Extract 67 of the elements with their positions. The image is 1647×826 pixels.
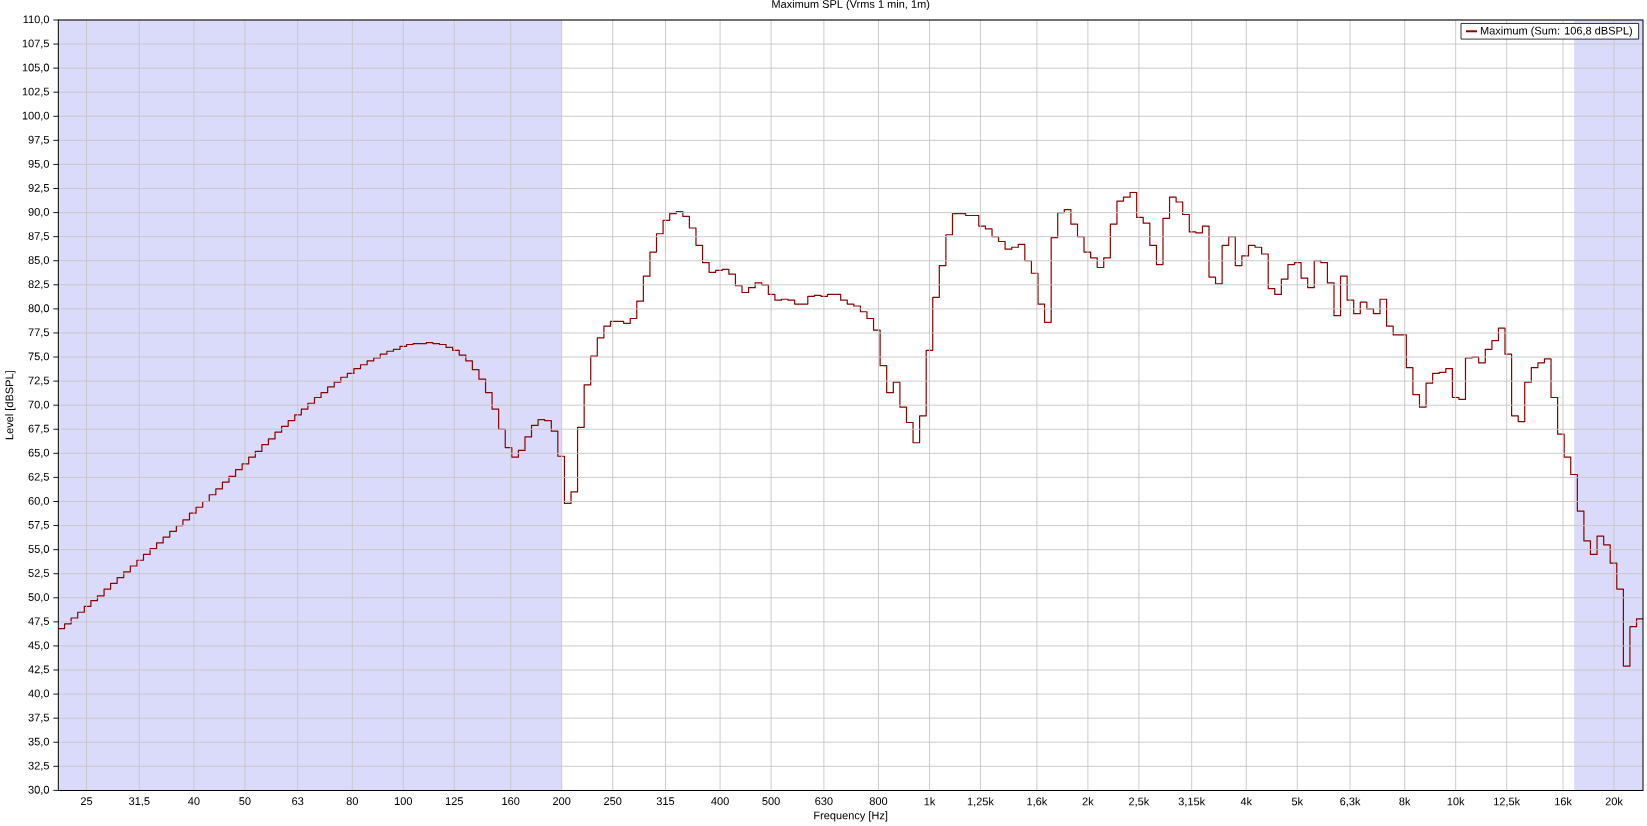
y-tick-label: 107,5 (22, 39, 49, 49)
y-axis-title: Level [dBSPL] (5, 371, 16, 440)
chart-title: Maximum SPL (Vrms 1 min, 1m) (772, 0, 930, 11)
x-tick-label: 250 (604, 797, 622, 806)
x-tick-label: 50 (239, 797, 251, 806)
y-tick-label: 85,0 (28, 256, 50, 266)
x-tick-label: 1,6k (1027, 797, 1048, 807)
y-tick-label: 102,5 (22, 87, 49, 97)
x-tick-label: 16k (1555, 797, 1572, 806)
y-tick-label: 57,5 (28, 521, 49, 531)
x-tick-label: 20k (1605, 797, 1623, 806)
x-tick-label: 500 (762, 797, 780, 806)
x-tick-label: 800 (869, 797, 888, 806)
y-tick-label: 37,5 (28, 713, 49, 723)
x-tick-label: 125 (445, 797, 463, 806)
x-tick-label: 80 (346, 797, 358, 806)
x-tick-label: 12,5k (1494, 797, 1521, 807)
y-tick-label: 42,5 (28, 665, 49, 675)
y-tick-label: 95,0 (28, 159, 50, 169)
x-tick-label: 400 (711, 797, 729, 806)
y-tick-label: 55,0 (28, 545, 50, 555)
y-tick-label: 100,0 (22, 111, 50, 121)
x-tick-label: 200 (553, 797, 571, 806)
y-tick-label: 45,0 (28, 641, 50, 651)
x-axis-title: Frequency [Hz] (814, 811, 888, 822)
y-tick-label: 67,5 (28, 424, 49, 434)
y-tick-label: 87,5 (28, 232, 49, 242)
y-tick-label: 75,0 (28, 352, 50, 362)
x-tick-label: 10k (1447, 797, 1465, 806)
y-tick-label: 80,0 (28, 304, 50, 314)
x-tick-label: 100 (394, 797, 413, 806)
x-tick-label: 31,5 (129, 797, 150, 807)
y-tick-label: 82,5 (28, 280, 49, 290)
x-tick-label: 40 (188, 797, 200, 806)
y-tick-label: 52,5 (28, 569, 49, 579)
x-tick-label: 2k (1082, 797, 1094, 806)
x-tick-label: 3,15k (1178, 797, 1206, 807)
x-tick-label: 25 (80, 797, 93, 806)
y-tick-label: 62,5 (28, 472, 49, 482)
y-tick-label: 77,5 (28, 328, 49, 338)
x-tick-label: 315 (656, 797, 675, 806)
x-tick-label: 4k (1240, 797, 1253, 806)
y-tick-label: 47,5 (28, 617, 49, 627)
y-tick-label: 110,0 (23, 15, 50, 25)
x-tick-label: 630 (815, 797, 833, 806)
y-tick-label: 70,0 (28, 400, 50, 410)
x-tick-label: 2,5k (1129, 797, 1150, 807)
x-tick-label: 63 (292, 797, 304, 806)
y-tick-label: 92,5 (28, 183, 49, 194)
legend-label: Maximum (Sum: 106,8 dBSPL) (1480, 26, 1632, 37)
y-tick-label: 30,0 (28, 785, 50, 795)
y-tick-label: 32,5 (28, 761, 49, 771)
x-tick-label: 8k (1399, 797, 1411, 806)
y-tick-label: 97,5 (28, 135, 49, 145)
y-tick-label: 90,0 (28, 208, 50, 218)
y-tick-label: 105,0 (22, 63, 50, 73)
y-tick-label: 40,0 (28, 689, 50, 699)
x-tick-label: 1,25k (967, 797, 994, 807)
x-tick-label: 1k (924, 797, 936, 806)
x-tick-label: 160 (502, 797, 520, 806)
y-tick-label: 50,0 (28, 593, 50, 603)
y-tick-label: 60,0 (28, 496, 50, 507)
y-tick-label: 72,5 (28, 376, 49, 386)
y-tick-label: 65,0 (28, 448, 50, 458)
x-tick-label: 6,3k (1340, 797, 1361, 807)
x-tick-label: 5k (1291, 797, 1304, 806)
y-tick-label: 35,0 (28, 737, 50, 747)
